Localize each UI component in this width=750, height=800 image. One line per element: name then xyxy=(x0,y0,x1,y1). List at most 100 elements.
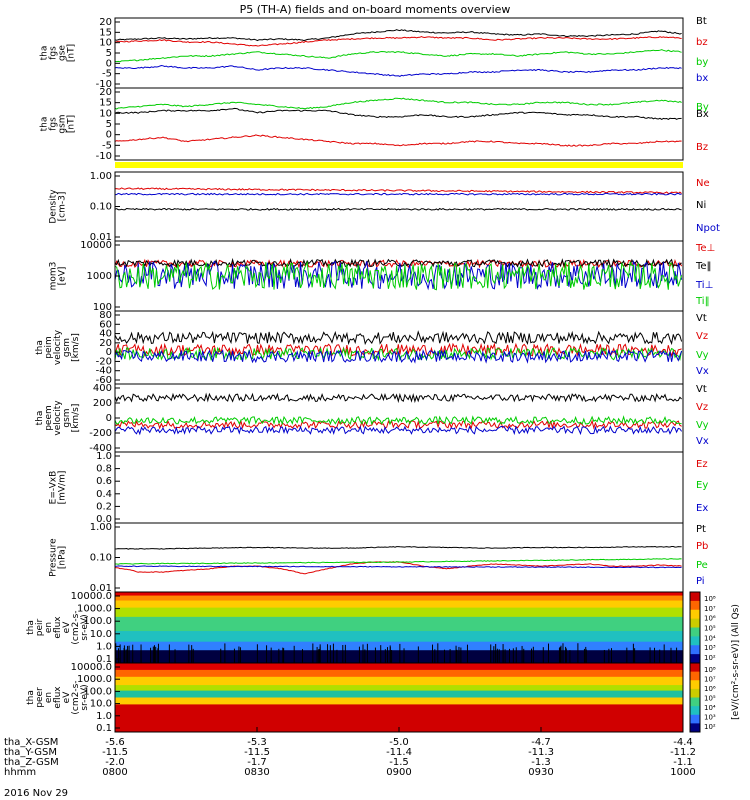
ytick-label: 0.01 xyxy=(90,232,112,243)
series-line-Ti‖ xyxy=(114,260,683,291)
ytick-label: 200 xyxy=(93,398,112,409)
xaxis-row-label: hhmm xyxy=(4,767,36,778)
xaxis-value: -11.5 xyxy=(102,747,128,758)
legend-Te‖: Te‖ xyxy=(695,261,712,272)
ylabel-peim_velocity: tha xyxy=(35,340,45,355)
ytick-label: 10000 xyxy=(80,240,112,251)
ylabel-fgs_gsm: gsm xyxy=(58,114,68,133)
ylabel-peer_spectrogram: tha xyxy=(26,690,36,705)
panel-frame xyxy=(114,522,684,593)
ylabel-fgs_gsm: [nT] xyxy=(67,115,77,133)
ytick-label: -5 xyxy=(102,69,112,80)
ytick-label: 10.0 xyxy=(90,629,112,640)
ytick-label: 1.00 xyxy=(90,171,112,182)
ytick-label: 100.0 xyxy=(83,686,112,697)
legend-Ez: Ez xyxy=(696,459,708,470)
colorbar-tick: 10⁸ xyxy=(704,666,716,674)
ytick-label: 5 xyxy=(106,119,112,130)
ytick-label: 0 xyxy=(106,58,112,69)
legend-Vx: Vx xyxy=(696,436,709,447)
ytick-label: 0.01 xyxy=(90,583,112,594)
ytick-label: -40 xyxy=(96,366,112,377)
colorbar-segment xyxy=(690,609,700,620)
legend-Bz: Bz xyxy=(696,142,708,153)
xaxis-value: -2.0 xyxy=(105,757,125,768)
colorbar-tick: 10⁴ xyxy=(704,634,716,642)
ylabel-peim_velocity: peim xyxy=(44,336,54,359)
spectrogram-band xyxy=(115,595,683,602)
ylabel-peim_velocity: gsm xyxy=(62,338,72,357)
ylabel-efield: [mV/m] xyxy=(58,471,68,505)
legend-Bx: Bx xyxy=(696,109,709,120)
ylabel-fgs_gse: [nT] xyxy=(67,44,77,62)
ytick-label: 0.10 xyxy=(90,202,112,213)
ytick-label: 0.6 xyxy=(96,476,112,487)
spectrogram-band xyxy=(115,663,683,671)
ylabel-temperature: mom3 xyxy=(49,262,59,291)
colorbar-tick: 10³ xyxy=(704,714,716,722)
ytick-label: 15 xyxy=(99,27,112,38)
xaxis-value: -5.0 xyxy=(389,737,409,748)
series-line-Vt xyxy=(114,330,683,346)
chart-title: P5 (TH-A) fields and on-board moments ov… xyxy=(240,3,511,16)
series-line-Vz xyxy=(114,418,682,430)
colorbar-segment xyxy=(690,663,700,673)
colorbar-tick: 10⁵ xyxy=(704,695,716,703)
series-line-Ne xyxy=(114,187,682,195)
ytick-label: 60 xyxy=(99,319,112,330)
colorbar-segment xyxy=(690,592,700,602)
colorbar-segment xyxy=(690,636,700,646)
series-line-Ni xyxy=(114,207,682,211)
colorbar-segment xyxy=(690,645,700,655)
ytick-label: 0 xyxy=(106,413,112,424)
xaxis-value: -11.3 xyxy=(528,747,554,758)
series-line-bx xyxy=(114,64,682,77)
ytick-label: 0.1 xyxy=(96,723,112,734)
xaxis-value: 0800 xyxy=(102,767,127,778)
ylabel-peer_spectrogram: eV xyxy=(62,691,72,704)
colorbar-segment xyxy=(690,618,700,628)
date-label: 2016 Nov 29 xyxy=(4,788,68,799)
ytick-label: -400 xyxy=(89,443,112,454)
xaxis-value: -1.5 xyxy=(389,757,409,768)
colorbar-tick: 10⁶ xyxy=(704,615,716,623)
ytick-label: 1.0 xyxy=(96,451,112,462)
ytick-label: 1.00 xyxy=(90,522,112,533)
xaxis-row-label: tha_Y-GSM xyxy=(4,747,57,758)
ylabel-peir_spectrogram: tha xyxy=(26,620,36,635)
panel-pressure: Pressure [nPa] 1.00 0.10 0.01 Pt Pb Pe Pi xyxy=(49,522,709,594)
colorbar-tick: 10² xyxy=(704,723,716,731)
ytick-label: 0.2 xyxy=(96,501,112,512)
xaxis-value: 1000 xyxy=(670,767,695,778)
legend-Ex: Ex xyxy=(696,503,708,514)
series-line-By xyxy=(114,97,682,110)
ytick-label: 0.8 xyxy=(96,464,112,475)
ylabel-pressure: [nPa] xyxy=(58,546,68,569)
panel-peim_velocity: tha peim velocity gsm [km/s] 806040200-20-40-… xyxy=(35,310,709,386)
xaxis-value: -11.2 xyxy=(670,747,696,758)
panel-peem_velocity: tha peem velocity gsm [km/s] 400 200 0 -200 -400 V… xyxy=(35,383,709,454)
spectrogram-band xyxy=(115,697,683,705)
ylabel-peer_spectrogram: en xyxy=(44,692,54,703)
ytick-label: 15 xyxy=(99,98,112,109)
xaxis-row-label: tha_Z-GSM xyxy=(4,757,59,768)
xaxis-value: -11.5 xyxy=(244,747,270,758)
legend-Pt: Pt xyxy=(696,524,706,535)
colorbar-segment xyxy=(690,671,700,681)
ytick-label: 0.0 xyxy=(96,514,112,525)
colorbar-segment xyxy=(690,600,700,611)
ytick-label: 10000.0 xyxy=(71,591,112,602)
legend-Vt: Vt xyxy=(696,384,707,395)
legend-Vt: Vt xyxy=(696,313,707,324)
ylabel-peer_spectrogram: eflux xyxy=(53,686,63,709)
ylabel-peem_velocity: gsm xyxy=(62,408,72,427)
colorbar-segment xyxy=(690,706,700,716)
ylabel-peem_velocity: velocity xyxy=(53,400,63,436)
panel-frame xyxy=(114,383,684,453)
legend-Ne: Ne xyxy=(696,178,710,189)
panel-density: Density [cm-3] 1.00 0.10 0.01 Ne Ni Npot xyxy=(49,171,720,243)
